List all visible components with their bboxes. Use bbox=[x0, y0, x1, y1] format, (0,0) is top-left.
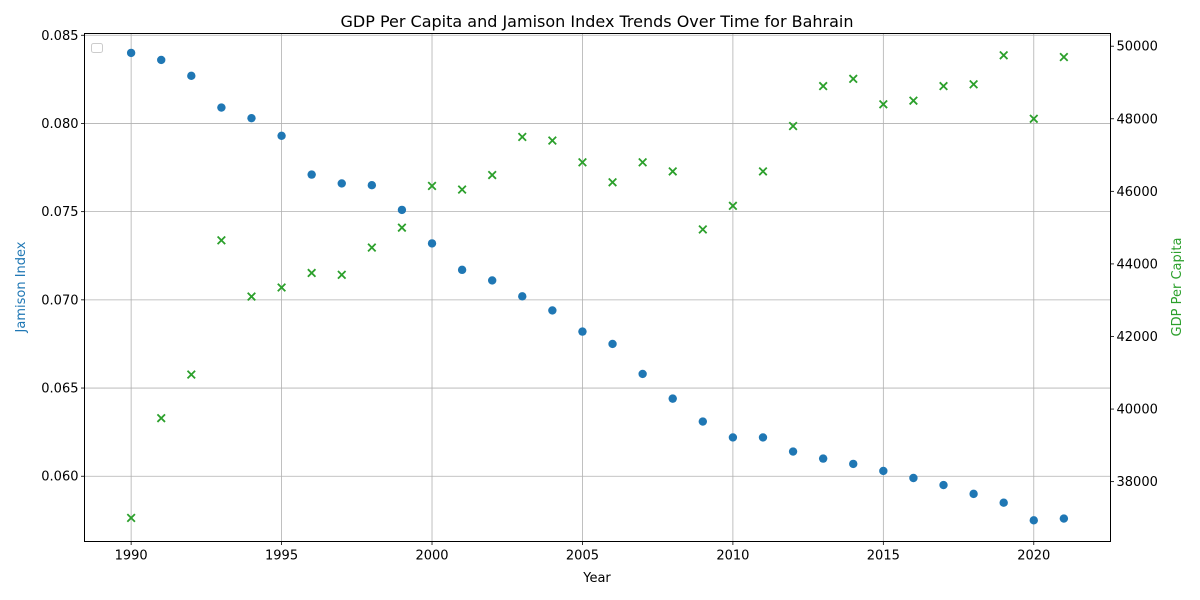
jamison-point bbox=[638, 369, 647, 379]
jamison-point bbox=[668, 394, 677, 403]
gdp-point bbox=[337, 270, 347, 280]
jamison-point bbox=[548, 306, 557, 315]
gdp-point bbox=[457, 185, 467, 194]
gdp-point bbox=[216, 235, 226, 245]
series bbox=[126, 48, 1069, 525]
jamison-point bbox=[879, 466, 888, 476]
gdp-point bbox=[367, 243, 377, 253]
jamison-point bbox=[157, 55, 166, 65]
jamison-point bbox=[1029, 516, 1038, 525]
jamison-point bbox=[367, 180, 377, 190]
x-tick-label: 2010 bbox=[716, 549, 749, 564]
gdp-point bbox=[578, 157, 587, 167]
jamison-point bbox=[187, 71, 196, 81]
jamison-point bbox=[578, 327, 587, 336]
jamison-point bbox=[277, 131, 286, 141]
y-left-tick-label: 0.060 bbox=[41, 470, 78, 485]
gdp-point bbox=[247, 292, 256, 302]
jamison-point bbox=[247, 113, 256, 123]
gdp-point bbox=[397, 223, 407, 233]
gdp-point bbox=[487, 170, 497, 180]
gdp-point bbox=[788, 121, 798, 131]
y-left-tick-label: 0.085 bbox=[41, 29, 78, 44]
y-left-tick-label: 0.065 bbox=[41, 382, 78, 397]
gdp-point bbox=[848, 74, 858, 84]
gdp-point bbox=[878, 99, 888, 109]
jamison-point bbox=[427, 239, 437, 248]
jamison-point bbox=[758, 433, 768, 442]
plot-frame bbox=[84, 33, 1111, 542]
gdp-point bbox=[698, 225, 708, 234]
y-right-tick-label: 50000 bbox=[1117, 40, 1158, 55]
jamison-point bbox=[307, 170, 316, 179]
x-tick-label: 1995 bbox=[265, 549, 298, 564]
gdp-point bbox=[728, 201, 738, 211]
jamison-point bbox=[698, 417, 708, 426]
gdp-point bbox=[818, 81, 828, 91]
gdp-point bbox=[156, 413, 166, 423]
jamison-point bbox=[909, 473, 918, 483]
x-tick-label: 2015 bbox=[867, 549, 900, 564]
gdp-point bbox=[186, 370, 196, 380]
ticks: 1990 1995 2000 2005 2010 2015 2020 0.060 0.065 0.… bbox=[41, 29, 1158, 564]
jamison-point bbox=[969, 489, 978, 499]
x-tick-label: 2005 bbox=[566, 549, 599, 564]
x-axis-title: Year bbox=[582, 571, 611, 586]
gdp-point bbox=[307, 268, 317, 278]
jamison-point bbox=[939, 480, 948, 490]
x-tick-label: 1990 bbox=[115, 549, 148, 564]
gdp-point bbox=[517, 132, 527, 142]
gdp-point bbox=[608, 177, 617, 187]
jamison-point bbox=[397, 205, 407, 215]
gdp-point bbox=[1029, 114, 1039, 124]
legend-box bbox=[91, 43, 103, 53]
gdp-point bbox=[547, 136, 557, 145]
jamison-point bbox=[126, 48, 136, 58]
x-tick-label: 2020 bbox=[1017, 549, 1050, 564]
x-tick-label: 2000 bbox=[415, 549, 448, 564]
jamison-point bbox=[518, 292, 527, 301]
jamison-point bbox=[818, 454, 828, 463]
gdp-point bbox=[1059, 52, 1069, 62]
y-left-axis-title: Jamison Index bbox=[14, 241, 29, 333]
y-right-tick-label: 46000 bbox=[1117, 185, 1158, 200]
jamison-point bbox=[457, 265, 467, 275]
y-right-tick-label: 40000 bbox=[1117, 403, 1158, 418]
gdp-point bbox=[758, 166, 768, 176]
y-right-axis-title: GDP Per Capita bbox=[1170, 238, 1185, 337]
chart-title: GDP Per Capita and Jamison Index Trends … bbox=[340, 12, 853, 31]
gdp-point bbox=[939, 81, 948, 91]
gdp-point bbox=[638, 157, 648, 167]
y-right-tick-label: 48000 bbox=[1117, 112, 1158, 127]
y-left-tick-label: 0.080 bbox=[41, 117, 78, 132]
y-right-tick-label: 38000 bbox=[1117, 475, 1158, 490]
jamison-point bbox=[999, 498, 1008, 507]
gdp-point bbox=[969, 79, 979, 89]
gdp-point bbox=[126, 513, 136, 523]
gdp-point bbox=[277, 283, 287, 292]
jamison-point bbox=[1059, 514, 1069, 523]
y-left-tick-label: 0.075 bbox=[41, 205, 78, 220]
gdp-point bbox=[427, 181, 437, 191]
gdp-point bbox=[668, 166, 678, 176]
gdp-point bbox=[999, 50, 1009, 60]
jamison-point bbox=[788, 447, 798, 456]
y-right-tick-label: 42000 bbox=[1117, 330, 1158, 345]
y-right-tick-label: 44000 bbox=[1117, 257, 1158, 272]
y-left-tick-label: 0.070 bbox=[41, 293, 78, 308]
jamison-point bbox=[217, 103, 226, 112]
jamison-point bbox=[608, 339, 617, 349]
jamison-point bbox=[728, 433, 738, 442]
gdp-point bbox=[908, 96, 918, 106]
jamison-point bbox=[487, 276, 497, 285]
jamison-point bbox=[849, 459, 858, 469]
grid bbox=[84, 33, 1111, 542]
jamison-point bbox=[337, 179, 346, 188]
